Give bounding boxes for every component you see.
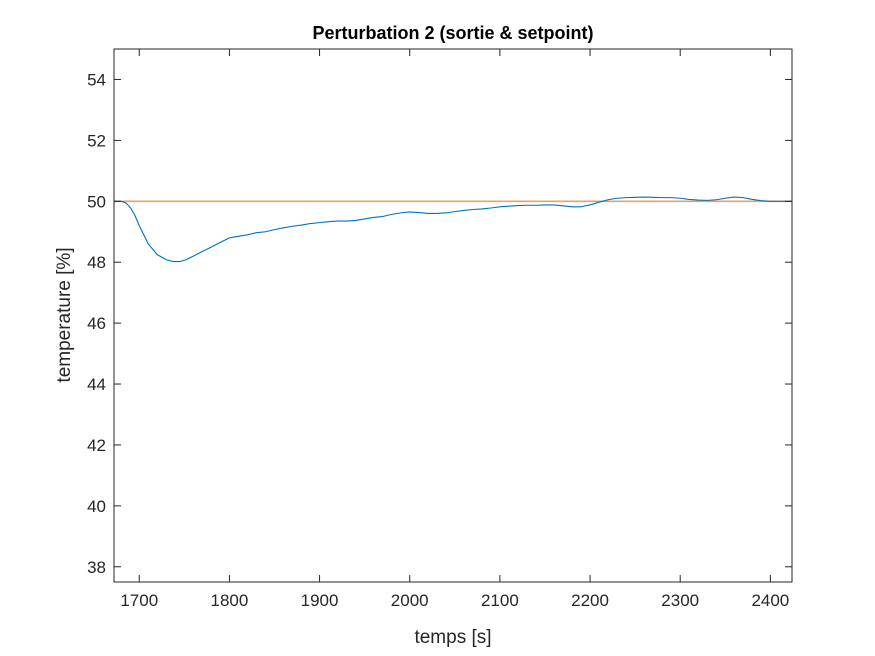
x-axis-label: temps [s]	[414, 627, 491, 648]
ticks-layer: 1700 1800 1900 2000 2100 2200 2300 2400 38 40 42 44…	[87, 49, 792, 610]
y-tick-label: 42	[87, 436, 106, 455]
y-tick-label: 54	[87, 70, 106, 89]
series-line-output	[114, 196, 792, 263]
y-tick-label: 48	[87, 253, 106, 272]
x-tick-label: 2100	[481, 591, 519, 610]
y-tick-label: 44	[87, 375, 106, 394]
y-tick-label: 38	[87, 558, 106, 577]
plot-area	[114, 49, 792, 582]
y-tick-label: 40	[87, 497, 106, 516]
x-tick-label: 1700	[120, 591, 158, 610]
x-tick-label: 1800	[210, 591, 248, 610]
axes-box	[113, 48, 793, 583]
axes-layer	[113, 48, 793, 583]
y-axis-label: temperature [%]	[54, 247, 75, 382]
series-layer	[114, 196, 792, 263]
x-tick-label: 2400	[751, 591, 789, 610]
y-tick-label: 46	[87, 314, 106, 333]
chart-title: Perturbation 2 (sortie & setpoint)	[312, 23, 593, 43]
y-tick-label: 52	[87, 131, 106, 150]
x-tick-label: 2200	[571, 591, 609, 610]
y-tick-label: 50	[87, 192, 106, 211]
x-tick-label: 2300	[661, 591, 699, 610]
x-tick-label: 2000	[391, 591, 429, 610]
x-tick-label: 1900	[301, 591, 339, 610]
